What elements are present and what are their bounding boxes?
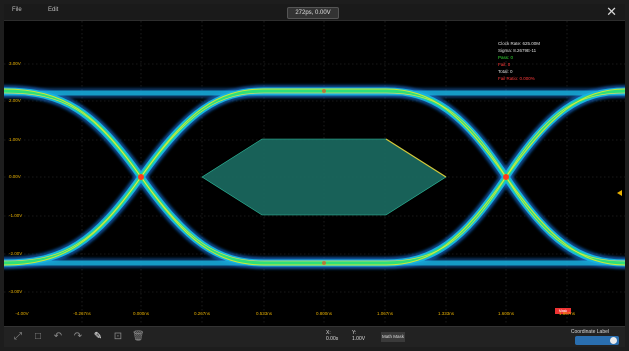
x-label-5: 0.800ns <box>315 311 333 316</box>
x-label-6: 1.067ns <box>376 311 394 316</box>
stat-sigma: Sigma: 8.2679E-11 <box>497 48 537 53</box>
x-readout-label: X: <box>326 330 331 336</box>
grid <box>4 21 625 323</box>
x-label-1: -0.267ns <box>73 311 91 316</box>
stat-pass: Pass: 0 <box>497 55 513 60</box>
y-label-3: 0.00V <box>9 174 21 179</box>
y-label-6: -3.00V <box>9 289 23 294</box>
eye-traces <box>0 87 629 267</box>
trigger-level-marker[interactable] <box>617 190 622 196</box>
coordinate-label-toggle[interactable] <box>575 336 619 345</box>
close-icon[interactable]: ✕ <box>606 4 617 19</box>
y-readout: Y: 1.00V <box>352 330 365 342</box>
y-readout-label: Y: <box>352 330 357 336</box>
x-label-7: 1.333ns <box>437 311 455 316</box>
x-readout: X: 0.00s <box>326 330 338 342</box>
y-label-5: -2.00V <box>9 251 23 256</box>
delete-icon[interactable]: 🗑 <box>132 331 145 342</box>
cursor-tool-icon[interactable]: ⤢ <box>14 331 22 342</box>
stat-total: Total: 0 <box>497 69 513 74</box>
stat-fail-ratio: Fail Ratio: 0.000% <box>497 76 535 81</box>
redo-icon[interactable]: ↷ <box>73 331 83 342</box>
y-readout-value: 1.00V <box>352 336 366 342</box>
toggle-knob <box>610 337 617 344</box>
x-label-0: -4.00V <box>15 311 29 316</box>
y-label-2: 1.00V <box>9 137 21 142</box>
x-readout-value: 0.00s <box>326 336 339 342</box>
math-mask-button[interactable]: Math Mask <box>381 332 405 342</box>
x-label-2: 0.000ns <box>132 311 150 316</box>
stat-fail: Fail: 0 <box>497 62 511 67</box>
y-label-0: 3.00V <box>9 61 21 66</box>
menu-edit[interactable]: Edit <box>48 7 59 13</box>
draw-mask-icon[interactable]: ✎ <box>93 331 103 342</box>
mask-tag[interactable]: Mask <box>555 308 571 314</box>
undo-icon[interactable]: ↶ <box>53 331 63 342</box>
mask-statistics: Clock Rate: 625.00M Sigma: 8.2679E-11 Pa… <box>498 40 540 82</box>
y-label-4: -1.00V <box>9 213 23 218</box>
x-label-3: 0.267ns <box>193 311 211 316</box>
rectangle-select-icon[interactable]: □ <box>34 331 42 342</box>
eye-diagram-window: File Edit 272ps, 0.00V ✕ <box>0 4 629 347</box>
crossing-markers <box>138 89 509 265</box>
mask-region[interactable] <box>201 138 447 216</box>
x-label-9: 1.867ns <box>558 311 576 316</box>
menu-file[interactable]: File <box>12 7 22 13</box>
edit-mask-icon[interactable]: ⊡ <box>113 331 123 342</box>
coordinate-label-title: Coordinate Label <box>570 329 609 335</box>
eye-plot-svg <box>0 21 629 323</box>
x-label-8: 1.600ns <box>497 311 515 316</box>
bottom-toolbar: ⤢ □ ↶ ↷ ✎ ⊡ 🗑 X: 0.00s Y: 1.00V Math Mas… <box>4 326 625 347</box>
top-menu-bar: File Edit 272ps, 0.00V ✕ <box>4 4 625 21</box>
x-label-4: 0.533ns <box>255 311 273 316</box>
eye-plot[interactable]: 3.00V 2.00V 1.00V 0.00V -1.00V -2.00V -3… <box>0 21 629 323</box>
y-label-1: 2.00V <box>9 98 21 103</box>
window-title: 272ps, 0.00V <box>287 7 339 19</box>
stat-clock-rate: Clock Rate: 625.00M <box>497 41 540 46</box>
